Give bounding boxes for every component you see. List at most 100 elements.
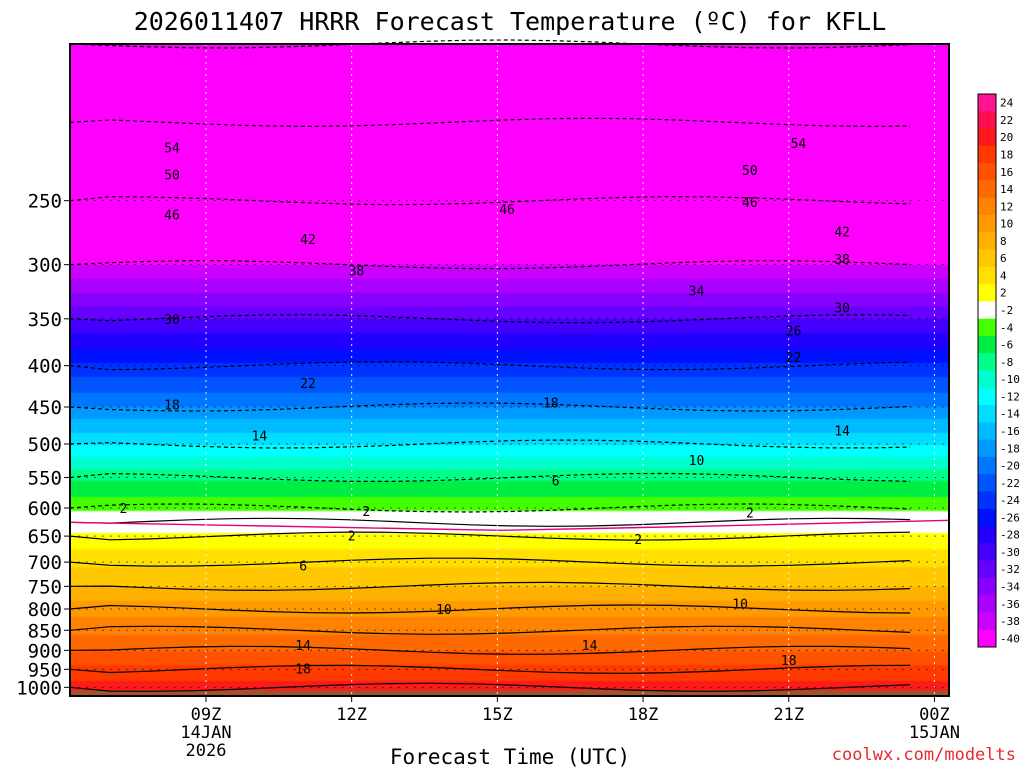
isotherm-line xyxy=(69,645,911,655)
y-tick-label: 1000 xyxy=(16,677,62,699)
contour-label: 26 xyxy=(786,325,802,340)
colorbar-swatch xyxy=(978,370,996,389)
y-tick-label: 950 xyxy=(28,659,62,681)
colorbar-swatch xyxy=(978,595,996,613)
colorbar-swatch xyxy=(978,94,996,112)
y-tick-label: 450 xyxy=(28,397,62,419)
colorbar-swatch xyxy=(978,180,996,199)
colorbar-swatch xyxy=(978,232,996,251)
colorbar-swatch xyxy=(978,526,996,544)
colorbar-label: 14 xyxy=(1000,183,1014,196)
colorbar-swatch xyxy=(978,629,996,648)
contour-label: 10 xyxy=(436,603,452,618)
colorbar-swatch xyxy=(978,560,996,579)
isotherm-line xyxy=(69,557,911,567)
contour-label: 2 xyxy=(120,502,128,517)
y-tick-label: 400 xyxy=(28,356,62,378)
colorbar-frame xyxy=(977,93,997,648)
contour-label: 42 xyxy=(300,233,316,248)
colorbar-label: 18 xyxy=(1000,148,1013,161)
colorbar-swatch xyxy=(978,301,996,320)
colorbar-swatch xyxy=(978,284,996,302)
isotherm-line xyxy=(69,439,911,449)
colorbar-label: -22 xyxy=(1000,477,1020,490)
contour-label: 10 xyxy=(689,454,705,469)
y-tick-label: 800 xyxy=(28,599,62,621)
isotherm-line xyxy=(69,472,911,483)
isotherm-line xyxy=(69,517,911,527)
colorbar-swatch xyxy=(978,128,996,147)
y-tick-label: 600 xyxy=(28,498,62,520)
colorbar-label: -6 xyxy=(1000,339,1013,352)
y-tick-label: 650 xyxy=(28,526,62,548)
colorbar-swatch xyxy=(978,353,996,371)
isotherm-line xyxy=(69,581,911,591)
isotherm-line xyxy=(69,531,911,541)
y-tick-label: 900 xyxy=(28,640,62,662)
contour-label: 50 xyxy=(742,164,758,179)
colorbar-swatch xyxy=(978,387,996,406)
contour-label: 46 xyxy=(499,203,515,218)
colorbar-label: 16 xyxy=(1000,166,1013,179)
contour-label: 50 xyxy=(164,168,180,183)
colorbar-label: -14 xyxy=(1000,408,1020,421)
x-axis-label: Forecast Time (UTC) xyxy=(390,745,630,768)
colorbar-swatch xyxy=(978,508,996,527)
ground-layer xyxy=(70,690,949,696)
grid-lines xyxy=(70,44,949,696)
colorbar-label: 20 xyxy=(1000,131,1013,144)
isotherm-line xyxy=(69,402,911,412)
colorbar-swatch xyxy=(978,335,996,354)
contour-label: 14 xyxy=(582,639,598,654)
colorbar-label: -20 xyxy=(1000,460,1020,473)
colorbar-label: 4 xyxy=(1000,269,1007,282)
colorbar-label: -28 xyxy=(1000,529,1020,542)
contour-label: 38 xyxy=(834,253,850,268)
colorbar-swatch xyxy=(978,612,996,631)
contour-label: 18 xyxy=(164,399,180,414)
colorbar-swatch xyxy=(978,439,996,458)
colorbar-label: -32 xyxy=(1000,563,1020,576)
colorbar-label: -10 xyxy=(1000,373,1020,386)
contour-label: 38 xyxy=(349,264,365,279)
colorbar-label: 12 xyxy=(1000,200,1013,213)
colorbar-swatch xyxy=(978,405,996,423)
isotherm-line xyxy=(69,361,911,371)
x-tick-label: 15JAN xyxy=(909,723,960,743)
colorbar-swatch xyxy=(978,491,996,510)
contour-label: 10 xyxy=(732,598,748,613)
y-tick-label: 700 xyxy=(28,552,62,574)
colorbar-swatch xyxy=(978,249,996,268)
y-tick-label: 350 xyxy=(28,309,62,331)
contour-label: 14 xyxy=(834,424,850,439)
contour-label: 46 xyxy=(742,196,758,211)
contour-label: 54 xyxy=(164,142,180,157)
colorbar-swatch xyxy=(978,543,996,562)
colorbar: 24 22 20 18 16 14 12 10 8 6 4 2 -2 -4 -6 -8 -10 -12 -14 -16… xyxy=(977,93,1020,648)
isotherm-line xyxy=(69,503,911,513)
colorbar-label: -8 xyxy=(1000,356,1013,369)
contour-label: 14 xyxy=(295,639,311,654)
contour-label: 54 xyxy=(791,137,807,152)
contour-label: 14 xyxy=(252,429,268,444)
isotherm-line xyxy=(69,664,911,674)
y-tick-label: 550 xyxy=(28,467,62,489)
temperature-field xyxy=(70,44,949,696)
colorbar-label: 24 xyxy=(1000,97,1014,110)
isotherm-line xyxy=(69,682,911,692)
colorbar-label: 8 xyxy=(1000,235,1007,248)
isotherm-line xyxy=(69,39,911,49)
colorbar-label: -38 xyxy=(1000,615,1020,628)
x-tick-label: 14JAN xyxy=(180,723,231,743)
contour-label: 30 xyxy=(164,313,180,328)
colorbar-label: -34 xyxy=(1000,581,1020,594)
contour-label: 2 xyxy=(634,533,642,548)
chart-title: 2026011407 HRRR Forecast Temperature (ºC… xyxy=(134,7,887,36)
y-tick-label: 750 xyxy=(28,576,62,598)
colorbar-label: -26 xyxy=(1000,511,1020,524)
colorbar-label: 6 xyxy=(1000,252,1007,265)
colorbar-swatch xyxy=(978,474,996,492)
freezing-line xyxy=(69,519,950,532)
